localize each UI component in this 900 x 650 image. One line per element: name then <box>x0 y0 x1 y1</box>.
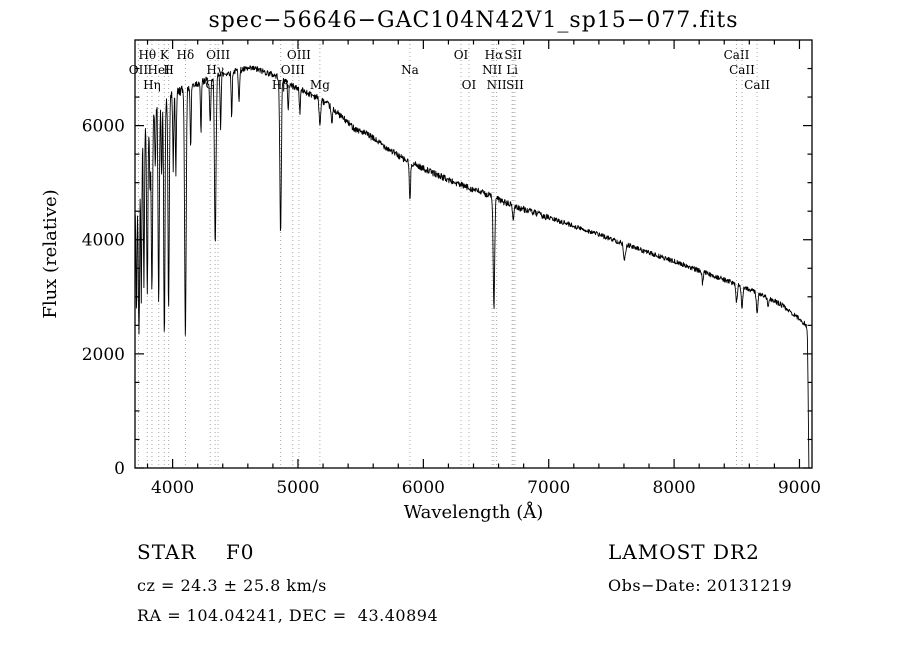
svg-text:SII: SII <box>506 78 524 92</box>
svg-text:4000: 4000 <box>151 478 194 498</box>
svg-text:CaII: CaII <box>744 78 770 92</box>
svg-text:Mg: Mg <box>310 78 330 92</box>
svg-text:4000: 4000 <box>82 231 125 251</box>
svg-text:Flux (relative): Flux (relative) <box>40 189 61 318</box>
svg-text:0: 0 <box>114 459 125 479</box>
plot-title: spec−56646−GAC104N42V1_sp15−077.fits <box>208 8 739 33</box>
svg-text:K: K <box>160 48 170 62</box>
svg-text:OIII: OIII <box>287 48 311 62</box>
svg-text:G: G <box>205 78 215 92</box>
svg-text:Hδ: Hδ <box>177 48 195 62</box>
coordinates-label: RA = 104.04241, DEC = 43.40894 <box>137 606 439 625</box>
svg-text:Hη: Hη <box>143 78 161 92</box>
svg-text:6000: 6000 <box>402 478 445 498</box>
svg-text:H: H <box>163 63 173 77</box>
svg-text:9000: 9000 <box>778 478 821 498</box>
svg-text:HeI: HeI <box>148 63 171 77</box>
svg-text:Wavelength (Å): Wavelength (Å) <box>404 501 544 523</box>
obs-date-label: Obs−Date: 20131219 <box>608 576 793 595</box>
svg-text:Hα: Hα <box>485 48 504 62</box>
svg-text:OIII: OIII <box>281 63 305 77</box>
svg-text:SII: SII <box>504 48 522 62</box>
svg-text:OIII: OIII <box>206 48 230 62</box>
svg-text:OI: OI <box>454 48 469 62</box>
svg-text:Hγ: Hγ <box>206 63 224 77</box>
svg-text:2000: 2000 <box>82 345 125 365</box>
svg-text:6000: 6000 <box>82 117 125 137</box>
svg-text:OI: OI <box>462 78 477 92</box>
svg-text:Hθ: Hθ <box>138 48 156 62</box>
svg-text:CaII: CaII <box>729 63 755 77</box>
survey-release-label: LAMOST DR2 <box>608 540 760 564</box>
svg-text:Li: Li <box>506 63 518 77</box>
svg-text:NII: NII <box>482 63 502 77</box>
svg-text:5000: 5000 <box>276 478 319 498</box>
svg-text:OII: OII <box>129 63 149 77</box>
object-class-label: STAR F0 <box>137 540 255 564</box>
svg-text:CaII: CaII <box>724 48 750 62</box>
svg-text:7000: 7000 <box>527 478 570 498</box>
redshift-velocity-label: cz = 24.3 ± 25.8 km/s <box>137 576 327 595</box>
svg-text:NII: NII <box>487 78 507 92</box>
svg-text:8000: 8000 <box>652 478 695 498</box>
svg-text:Na: Na <box>401 63 419 77</box>
